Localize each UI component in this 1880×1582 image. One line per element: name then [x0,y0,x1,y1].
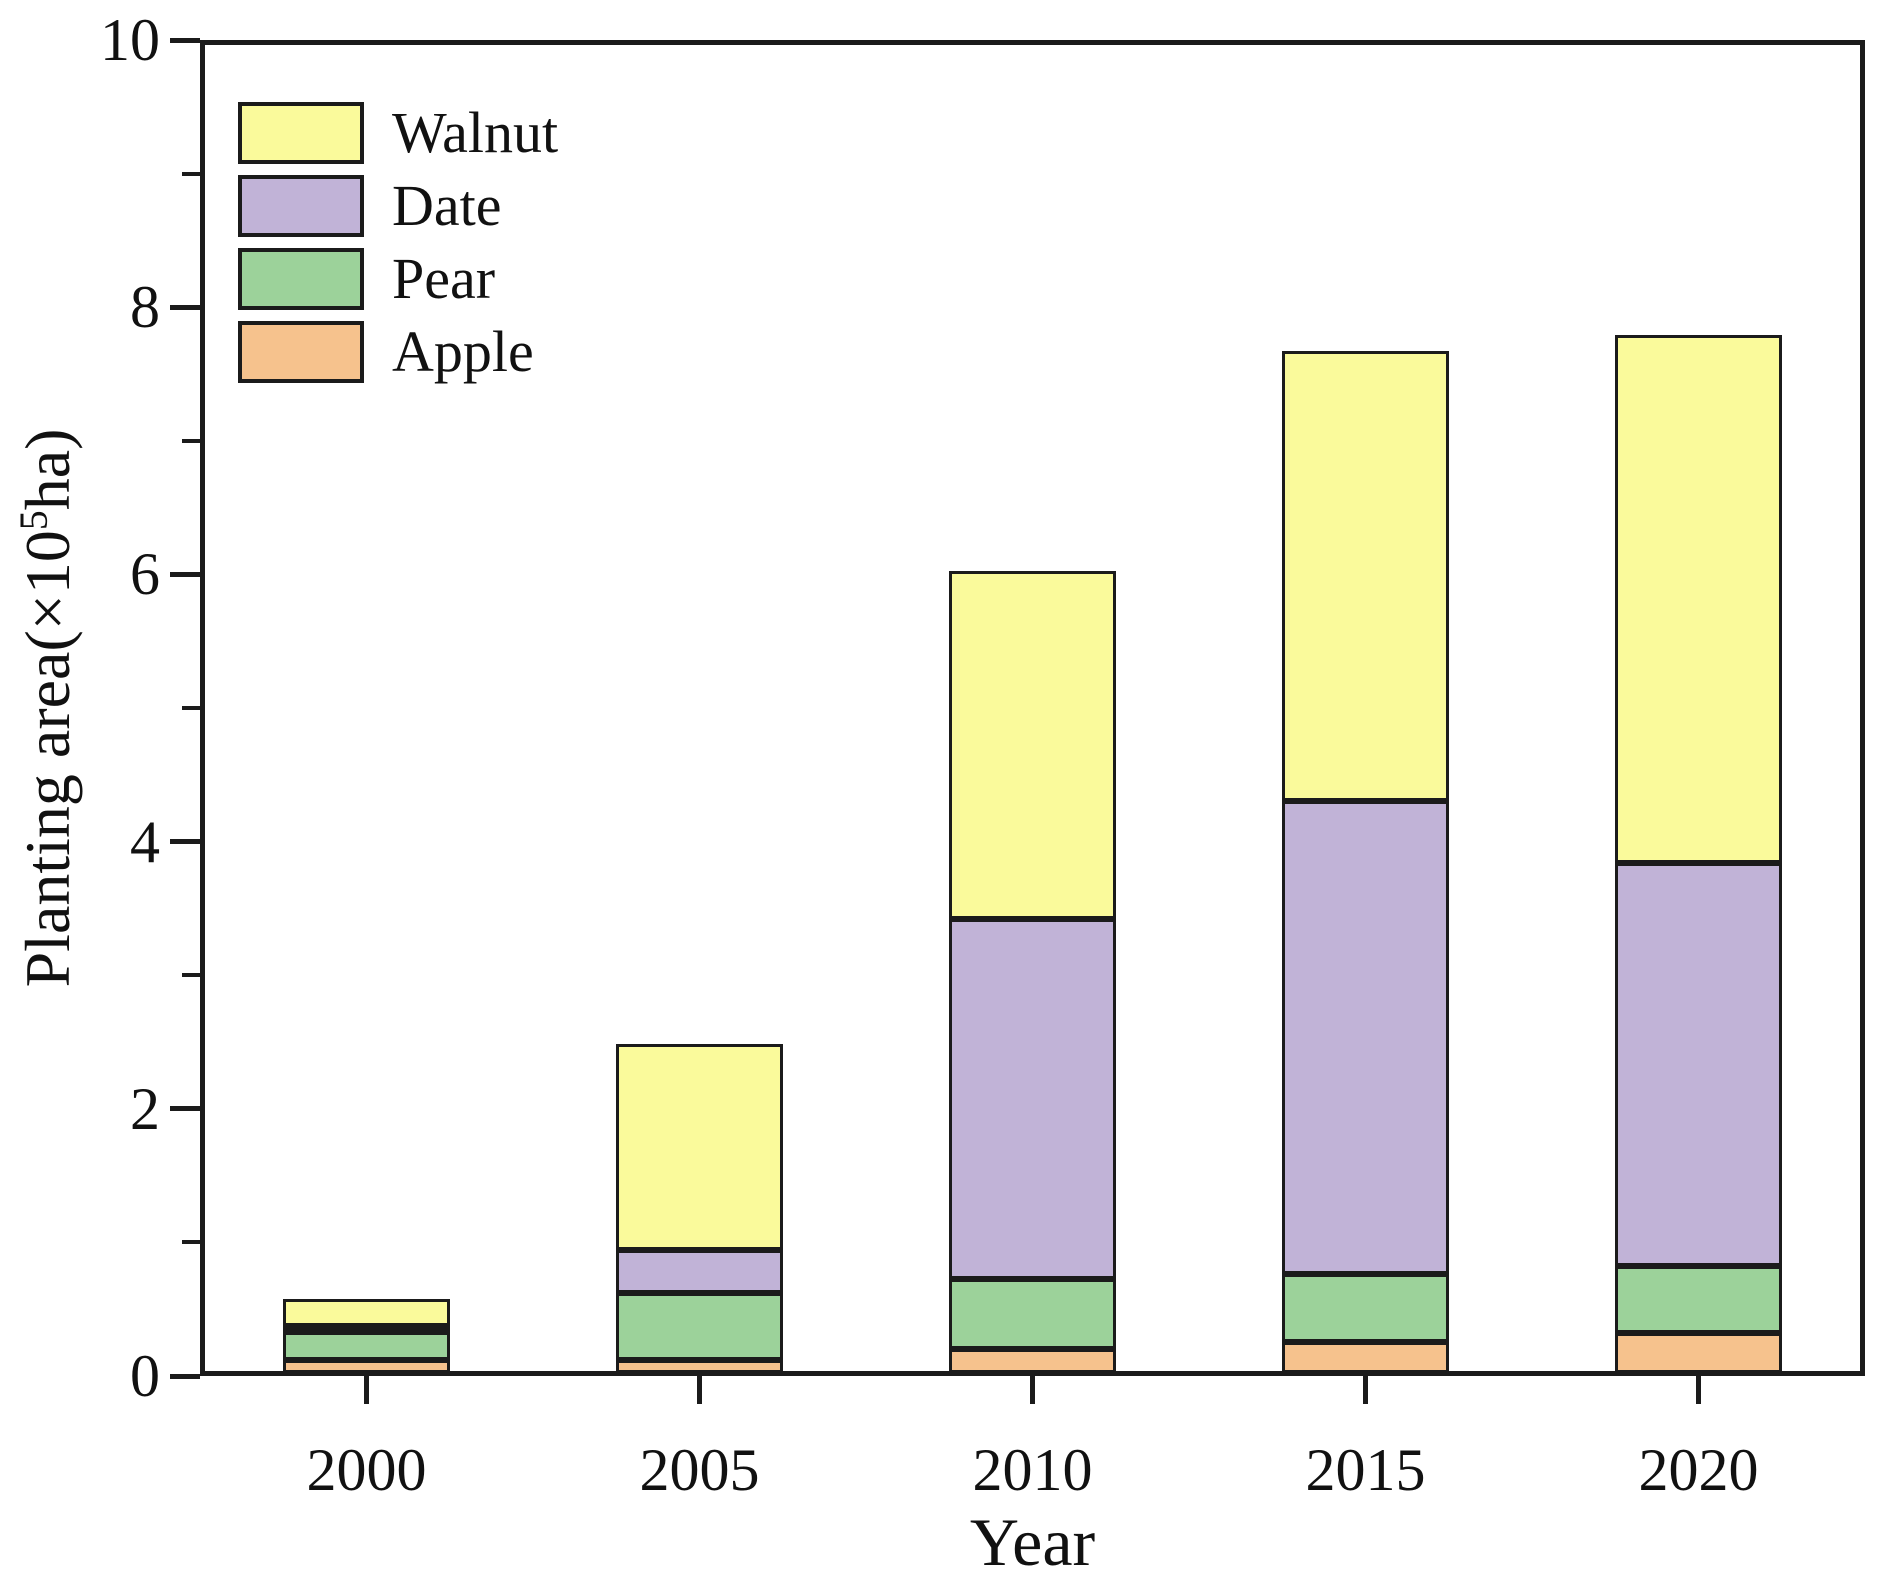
bar-segment-apple-2000 [283,1359,450,1373]
bar-segment-apple-2010 [949,1348,1116,1373]
x-tick [697,1376,702,1404]
legend-swatch-apple [238,321,364,383]
y-major-tick [170,839,200,845]
y-axis-title-superscript: 5 [12,510,57,531]
legend-swatch-pear [238,248,364,310]
bar-segment-date-2015 [1282,801,1449,1275]
x-tick-label: 2010 [972,1437,1093,1503]
y-tick-label: 8 [130,274,160,341]
x-tick [1696,1376,1701,1404]
bar-2010 [949,571,1116,1373]
bar-segment-walnut-2020 [1615,334,1782,863]
legend-row-apple: Apple [238,321,558,383]
y-tick-label: 4 [130,808,160,875]
bar-segment-walnut-2010 [949,571,1116,919]
bar-segment-walnut-2005 [616,1044,783,1251]
legend-label-date: Date [392,173,502,238]
y-major-tick [170,1373,200,1379]
y-axis-title: Planting area(×105ha) [8,298,88,1118]
bar-segment-walnut-2015 [1282,351,1449,802]
y-tick-label: 10 [100,7,160,73]
x-tick-label: 2000 [306,1437,427,1503]
y-tick-label: 0 [130,1343,160,1409]
legend-row-pear: Pear [238,248,558,310]
y-major-tick [170,304,200,310]
legend: Walnut Date Pear Apple [238,102,558,394]
y-minor-tick [182,706,200,710]
bar-segment-pear-2000 [283,1331,450,1360]
x-tick-label: 2005 [639,1437,760,1503]
y-major-tick [170,1106,200,1112]
plot-area [200,40,1865,1376]
bar-segment-date-2020 [1615,862,1782,1267]
bar-segment-date-2000 [283,1325,450,1332]
bar-2020 [1615,334,1782,1373]
bar-segment-pear-2010 [949,1279,1116,1349]
y-major-tick [170,37,200,43]
bar-2015 [1282,351,1449,1373]
legend-swatch-date [238,175,364,237]
legend-row-date: Date [238,175,558,237]
legend-label-walnut: Walnut [392,100,559,165]
y-minor-tick [182,973,200,978]
x-tick [1363,1376,1368,1404]
y-minor-tick [182,438,200,443]
legend-label-pear: Pear [392,246,496,311]
bar-segment-pear-2020 [1615,1266,1782,1333]
bar-segment-apple-2020 [1615,1332,1782,1373]
bar-segment-pear-2015 [1282,1274,1449,1343]
x-tick [364,1376,369,1404]
y-tick-label: 2 [130,1075,160,1142]
y-minor-tick [182,171,200,176]
x-tick-label: 2020 [1638,1437,1759,1503]
bar-segment-pear-2005 [616,1292,783,1360]
y-minor-tick [182,1240,200,1245]
bar-segment-date-2010 [949,918,1116,1280]
y-tick-label: 6 [130,541,160,608]
legend-row-walnut: Walnut [238,102,558,164]
x-axis-title: Year [969,1504,1096,1580]
bar-2005 [616,1044,783,1373]
bar-segment-walnut-2000 [283,1298,450,1326]
y-axis-title-unit: ha) [12,428,83,511]
x-tick [1030,1376,1035,1404]
bar-segment-apple-2005 [616,1359,783,1373]
y-major-tick [170,571,200,577]
bar-2000 [283,1298,450,1373]
bar-segment-apple-2015 [1282,1342,1449,1373]
legend-label-apple: Apple [392,319,534,384]
bar-segment-date-2005 [616,1250,783,1293]
legend-swatch-walnut [238,102,364,164]
x-tick-label: 2015 [1305,1437,1426,1503]
